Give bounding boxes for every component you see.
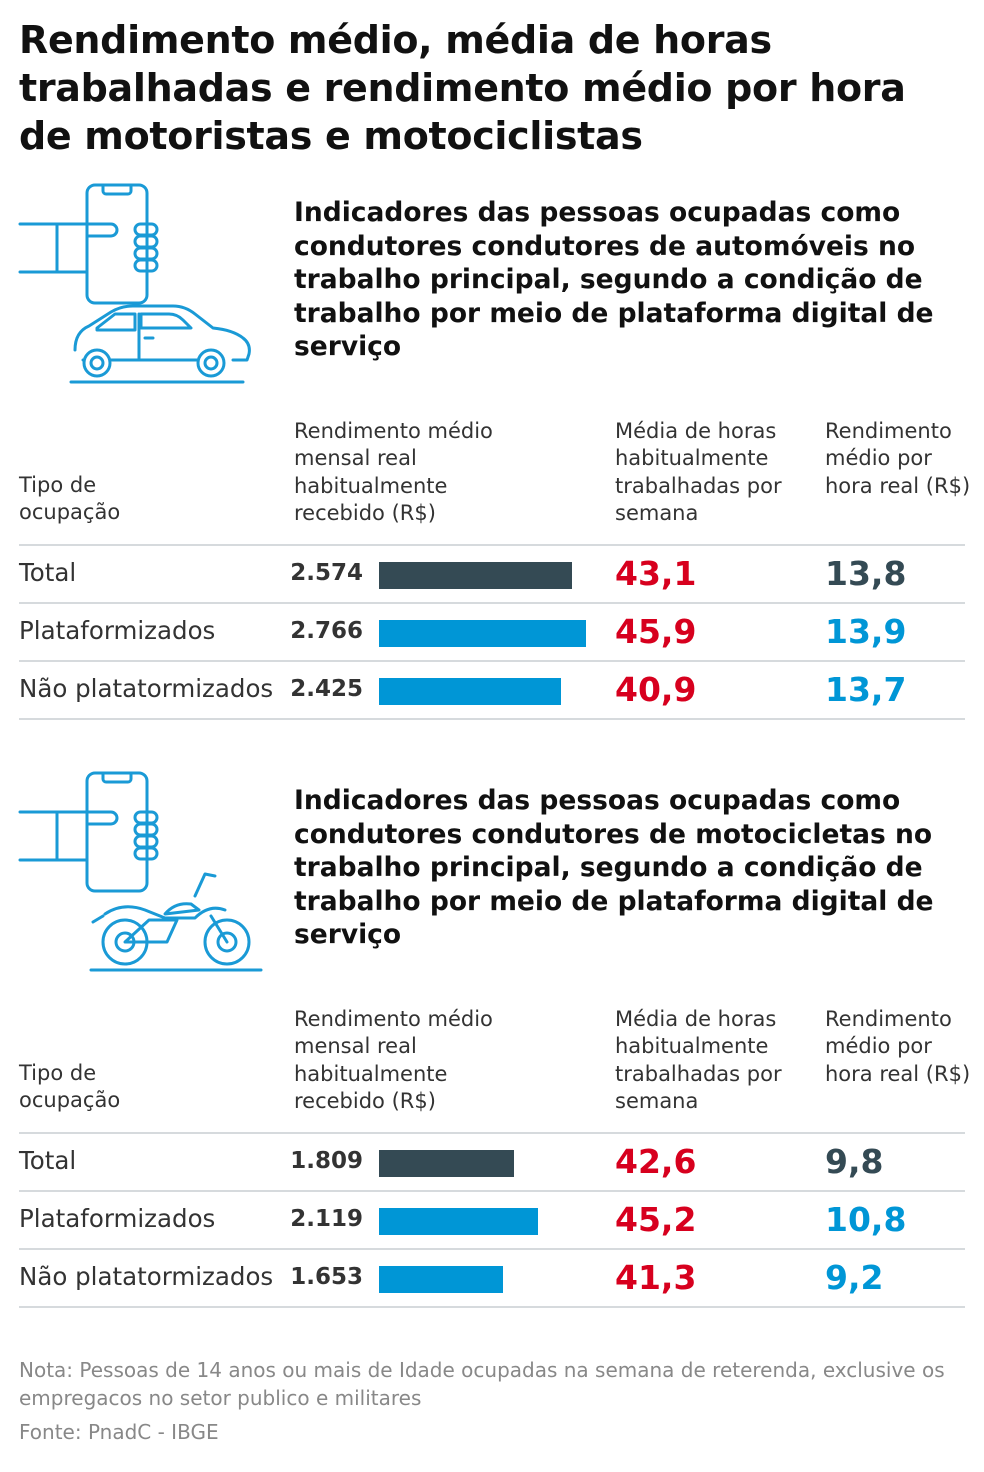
hours-value: 45,9	[615, 612, 697, 651]
income-bar	[379, 1266, 503, 1293]
header-rate: Rendimento médio por hora real (R$)	[825, 1007, 971, 1086]
section-title: Indicadores das pessoas ocupadas como co…	[294, 785, 934, 950]
rate-value: 9,8	[825, 1142, 884, 1181]
hours-value: 45,2	[615, 1200, 697, 1239]
header-income: Rendimento médio mensal real habitualmen…	[294, 419, 493, 525]
car-section: Indicadores das pessoas ocupadas como co…	[0, 178, 984, 766]
table-row: Plataformizados 2.119 45,2 10,8	[0, 1192, 984, 1250]
rate-value: 13,8	[825, 554, 907, 593]
income-value: 2.425	[290, 676, 363, 702]
row-label: Total	[19, 558, 77, 587]
hours-value: 40,9	[615, 670, 697, 709]
divider	[19, 1132, 965, 1134]
divider	[19, 660, 965, 662]
income-value: 2.119	[290, 1206, 363, 1232]
divider	[19, 1190, 965, 1192]
rate-value: 10,8	[825, 1200, 907, 1239]
table-row: Não platatormizados 2.425 40,9 13,7	[0, 662, 984, 720]
hours-value: 42,6	[615, 1142, 697, 1181]
header-type: Tipo de ocupação	[19, 1061, 121, 1113]
table-row: Total 2.574 43,1 13,8	[0, 546, 984, 604]
table-row: Plataformizados 2.766 45,9 13,9	[0, 604, 984, 662]
income-value: 2.766	[290, 618, 363, 644]
income-value: 1.809	[290, 1148, 363, 1174]
header-income: Rendimento médio mensal real habitualmen…	[294, 1007, 493, 1113]
hours-value: 41,3	[615, 1258, 697, 1297]
section-title: Indicadores das pessoas ocupadas como co…	[294, 197, 934, 362]
divider	[19, 718, 965, 720]
row-label: Não platatormizados	[19, 1262, 274, 1291]
row-label: Total	[19, 1146, 77, 1175]
header-hours: Média de horas habitualmente trabalhadas…	[615, 1007, 782, 1113]
page-title: Rendimento médio, média de horas trabalh…	[19, 18, 906, 158]
source: Fonte: PnadC - IBGE	[19, 1420, 219, 1444]
divider	[19, 602, 965, 604]
income-bar	[379, 1150, 515, 1177]
income-value: 1.653	[290, 1264, 363, 1290]
divider	[19, 1248, 965, 1250]
motorcycle-section: Indicadores das pessoas ocupadas como co…	[0, 766, 984, 1354]
row-label: Plataformizados	[19, 1204, 216, 1233]
income-bar	[379, 1208, 538, 1235]
table-row: Total 1.809 42,6 9,8	[0, 1134, 984, 1192]
rate-value: 9,2	[825, 1258, 884, 1297]
header-type: Tipo de ocupação	[19, 473, 121, 525]
hand-phone-car-icon	[18, 183, 251, 384]
income-bar	[379, 620, 586, 647]
row-label: Não platatormizados	[19, 674, 274, 703]
income-bar	[379, 678, 561, 705]
divider	[19, 1306, 965, 1308]
hand-phone-motorcycle-icon	[18, 771, 263, 972]
header-hours: Média de horas habitualmente trabalhadas…	[615, 419, 782, 525]
hours-value: 43,1	[615, 554, 697, 593]
rate-value: 13,9	[825, 612, 907, 651]
divider	[19, 544, 965, 546]
row-label: Plataformizados	[19, 616, 216, 645]
table-row: Não platatormizados 1.653 41,3 9,2	[0, 1250, 984, 1308]
income-value: 2.574	[290, 560, 363, 586]
rate-value: 13,7	[825, 670, 907, 709]
header-rate: Rendimento médio por hora real (R$)	[825, 419, 971, 498]
income-bar	[379, 562, 572, 589]
footnote: Nota: Pessoas de 14 anos ou mais de Idad…	[19, 1358, 945, 1410]
